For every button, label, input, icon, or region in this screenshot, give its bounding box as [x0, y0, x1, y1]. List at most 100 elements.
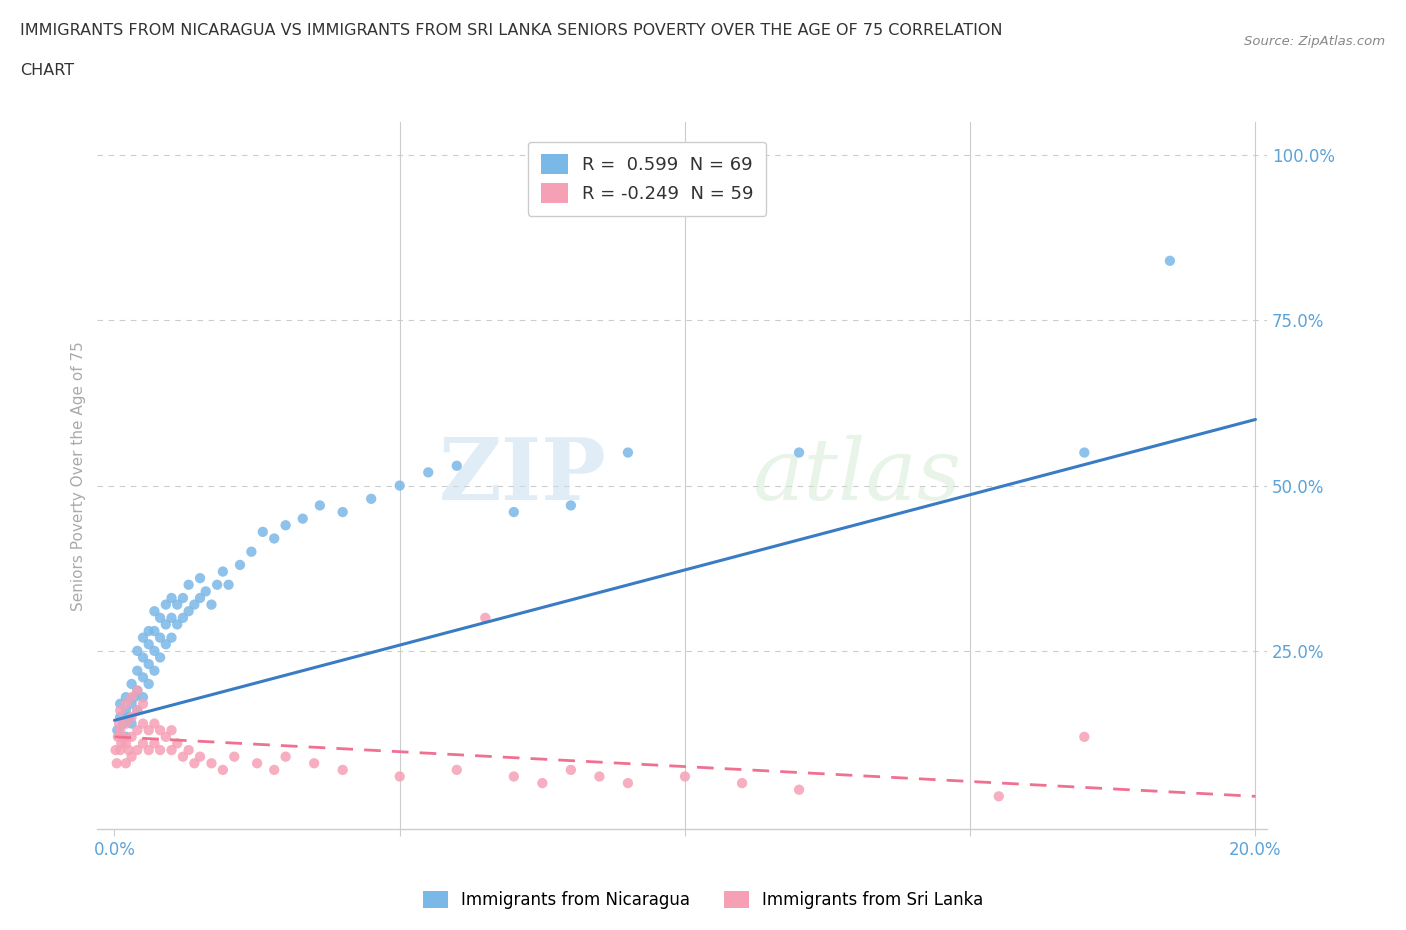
Point [172, 750, 194, 764]
Point [188, 591, 211, 605]
Point [149, 723, 172, 737]
Point [127, 644, 149, 658]
Point [332, 763, 354, 777]
Point [121, 690, 143, 705]
Point [127, 703, 149, 718]
Point [138, 723, 160, 737]
Point [188, 571, 211, 586]
Point [263, 531, 285, 546]
Point [177, 578, 200, 592]
Point [115, 703, 138, 718]
Point [108, 697, 131, 711]
Point [124, 690, 146, 705]
Point [205, 578, 228, 592]
Point [291, 512, 314, 526]
Point [111, 716, 134, 731]
Point [1073, 729, 1095, 744]
Point [308, 498, 330, 512]
Text: atlas: atlas [752, 434, 962, 517]
Point [731, 776, 754, 790]
Point [132, 650, 155, 665]
Point [172, 591, 194, 605]
Point [108, 716, 131, 731]
Point [160, 631, 183, 645]
Point [183, 597, 205, 612]
Point [108, 703, 131, 718]
Point [132, 697, 155, 711]
Point [132, 690, 155, 705]
Point [172, 610, 194, 625]
Point [166, 617, 188, 631]
Point [149, 631, 172, 645]
Point [143, 736, 166, 751]
Text: CHART: CHART [20, 63, 73, 78]
Point [138, 676, 160, 691]
Point [212, 763, 235, 777]
Point [108, 723, 131, 737]
Point [115, 756, 138, 771]
Point [155, 637, 177, 652]
Point [274, 750, 297, 764]
Point [115, 729, 138, 744]
Point [143, 624, 166, 639]
Point [121, 716, 143, 731]
Text: Source: ZipAtlas.com: Source: ZipAtlas.com [1244, 35, 1385, 48]
Point [121, 697, 143, 711]
Point [155, 617, 177, 631]
Point [160, 591, 183, 605]
Point [502, 505, 524, 520]
Point [155, 729, 177, 744]
Point [107, 729, 129, 744]
Point [121, 676, 143, 691]
Legend: Immigrants from Nicaragua, Immigrants from Sri Lanka: Immigrants from Nicaragua, Immigrants fr… [415, 883, 991, 917]
Point [127, 723, 149, 737]
Point [108, 743, 131, 758]
Point [143, 604, 166, 618]
Point [302, 756, 325, 771]
Point [200, 756, 222, 771]
Point [560, 763, 582, 777]
Point [121, 729, 143, 744]
Point [987, 789, 1010, 804]
Point [560, 498, 582, 512]
Point [446, 763, 468, 777]
Y-axis label: Seniors Poverty Over the Age of 75: Seniors Poverty Over the Age of 75 [72, 340, 86, 611]
Point [229, 557, 252, 572]
Point [108, 710, 131, 724]
Point [617, 445, 640, 460]
Point [155, 597, 177, 612]
Text: IMMIGRANTS FROM NICARAGUA VS IMMIGRANTS FROM SRI LANKA SENIORS POVERTY OVER THE : IMMIGRANTS FROM NICARAGUA VS IMMIGRANTS … [20, 23, 1002, 38]
Point [177, 604, 200, 618]
Point [118, 710, 141, 724]
Point [111, 729, 134, 744]
Point [673, 769, 696, 784]
Point [132, 736, 155, 751]
Point [138, 637, 160, 652]
Point [160, 743, 183, 758]
Point [110, 736, 132, 751]
Point [617, 776, 640, 790]
Point [121, 710, 143, 724]
Point [1159, 253, 1181, 268]
Point [332, 505, 354, 520]
Point [138, 624, 160, 639]
Legend: R =  0.599  N = 69, R = -0.249  N = 59: R = 0.599 N = 69, R = -0.249 N = 59 [527, 141, 766, 216]
Point [360, 491, 382, 506]
Point [105, 756, 128, 771]
Point [194, 584, 217, 599]
Point [121, 750, 143, 764]
Point [474, 610, 496, 625]
Point [502, 769, 524, 784]
Point [149, 650, 172, 665]
Point [160, 723, 183, 737]
Point [418, 465, 440, 480]
Point [149, 743, 172, 758]
Point [115, 736, 138, 751]
Point [138, 657, 160, 671]
Point [252, 525, 274, 539]
Point [446, 458, 468, 473]
Point [183, 756, 205, 771]
Point [218, 578, 240, 592]
Point [132, 631, 155, 645]
Point [274, 518, 297, 533]
